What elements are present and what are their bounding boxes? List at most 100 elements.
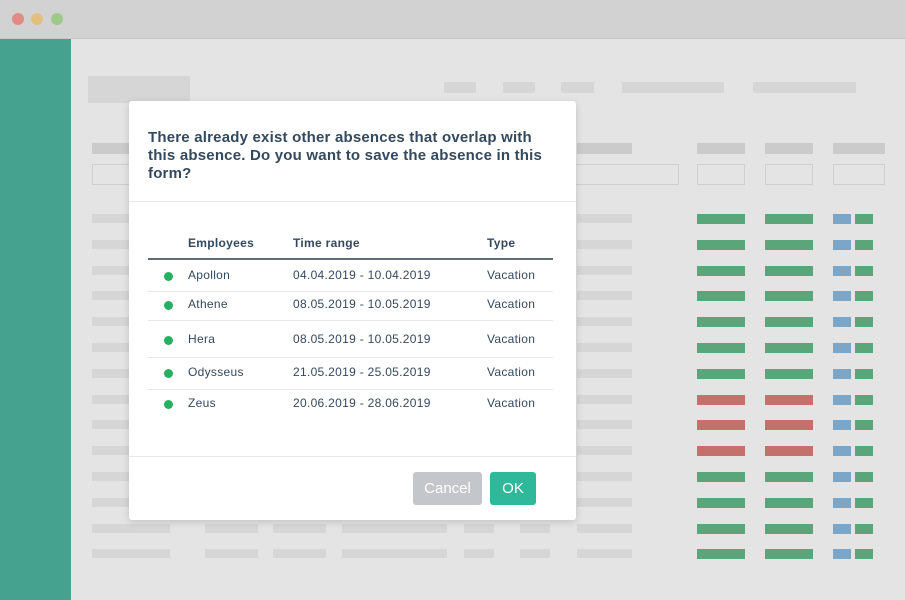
minimize-light[interactable] — [31, 13, 43, 25]
placeholder — [833, 143, 885, 154]
placeholder — [577, 291, 632, 300]
status-block — [855, 343, 873, 353]
placeholder — [520, 549, 550, 558]
status-block — [697, 498, 745, 508]
status-block — [833, 240, 851, 250]
status-block — [833, 420, 851, 430]
absence-type: Vacation — [487, 268, 536, 282]
placeholder — [577, 317, 632, 326]
placeholder-input — [697, 164, 745, 185]
placeholder — [205, 549, 258, 558]
placeholder-input — [765, 164, 813, 185]
time-range: 08.05.2019 - 10.05.2019 — [293, 297, 431, 311]
placeholder — [622, 82, 724, 93]
status-block — [765, 343, 813, 353]
placeholder — [577, 369, 632, 378]
row-separator — [148, 320, 553, 321]
time-range: 20.06.2019 - 28.06.2019 — [293, 396, 431, 410]
dialog: There already exist other absences that … — [129, 101, 576, 520]
status-block — [833, 343, 851, 353]
close-light[interactable] — [12, 13, 24, 25]
placeholder — [205, 524, 258, 533]
placeholder — [577, 524, 632, 533]
status-block — [697, 446, 745, 456]
status-block — [765, 498, 813, 508]
placeholder — [577, 446, 632, 455]
status-block — [855, 291, 873, 301]
placeholder — [577, 343, 632, 352]
placeholder — [577, 549, 632, 558]
employee-name: Hera — [188, 332, 216, 346]
status-block — [833, 395, 851, 405]
row-separator — [148, 389, 553, 390]
employee-name: Zeus — [188, 396, 216, 410]
placeholder — [577, 266, 632, 275]
placeholder — [577, 240, 632, 249]
cancel-button[interactable]: Cancel — [413, 472, 482, 505]
placeholder — [577, 214, 632, 223]
status-block — [833, 549, 851, 559]
placeholder — [561, 82, 594, 93]
status-block — [855, 317, 873, 327]
status-block — [765, 214, 813, 224]
absence-type: Vacation — [487, 297, 536, 311]
status-block — [855, 446, 873, 456]
status-block — [697, 291, 745, 301]
status-block — [697, 266, 745, 276]
status-dot — [164, 400, 173, 409]
status-block — [833, 317, 851, 327]
status-block — [765, 291, 813, 301]
absence-type: Vacation — [487, 365, 536, 379]
status-block — [765, 240, 813, 250]
placeholder — [342, 549, 447, 558]
status-block — [855, 420, 873, 430]
divider — [129, 201, 576, 202]
status-block — [855, 395, 873, 405]
status-block — [855, 549, 873, 559]
status-block — [765, 524, 813, 534]
placeholder — [577, 420, 632, 429]
status-block — [833, 214, 851, 224]
status-block — [833, 498, 851, 508]
placeholder — [444, 82, 476, 93]
status-block — [833, 369, 851, 379]
status-block — [697, 317, 745, 327]
placeholder — [464, 524, 494, 533]
status-block — [833, 266, 851, 276]
status-block — [855, 240, 873, 250]
status-block — [833, 472, 851, 482]
header-rule — [148, 258, 553, 260]
placeholder — [273, 524, 326, 533]
employee-name: Apollon — [188, 268, 231, 282]
placeholder — [697, 143, 745, 154]
status-block — [855, 472, 873, 482]
status-block — [765, 395, 813, 405]
dialog-message: There already exist other absences that … — [148, 129, 543, 182]
table-header: Employees — [188, 236, 255, 250]
absence-type: Vacation — [487, 332, 536, 346]
placeholder — [88, 76, 190, 103]
table-header: Time range — [293, 236, 360, 250]
status-block — [697, 472, 745, 482]
placeholder — [577, 472, 632, 481]
status-block — [833, 291, 851, 301]
status-block — [697, 240, 745, 250]
placeholder — [342, 524, 447, 533]
status-block — [765, 420, 813, 430]
status-block — [855, 369, 873, 379]
status-block — [765, 266, 813, 276]
status-block — [765, 317, 813, 327]
status-block — [697, 395, 745, 405]
status-block — [855, 498, 873, 508]
sidebar — [0, 39, 71, 600]
ok-button[interactable]: OK — [490, 472, 536, 505]
status-block — [697, 524, 745, 534]
status-block — [697, 549, 745, 559]
divider — [129, 456, 576, 457]
employee-name: Athene — [188, 297, 228, 311]
placeholder — [577, 498, 632, 507]
maximize-light[interactable] — [51, 13, 63, 25]
status-dot — [164, 369, 173, 378]
